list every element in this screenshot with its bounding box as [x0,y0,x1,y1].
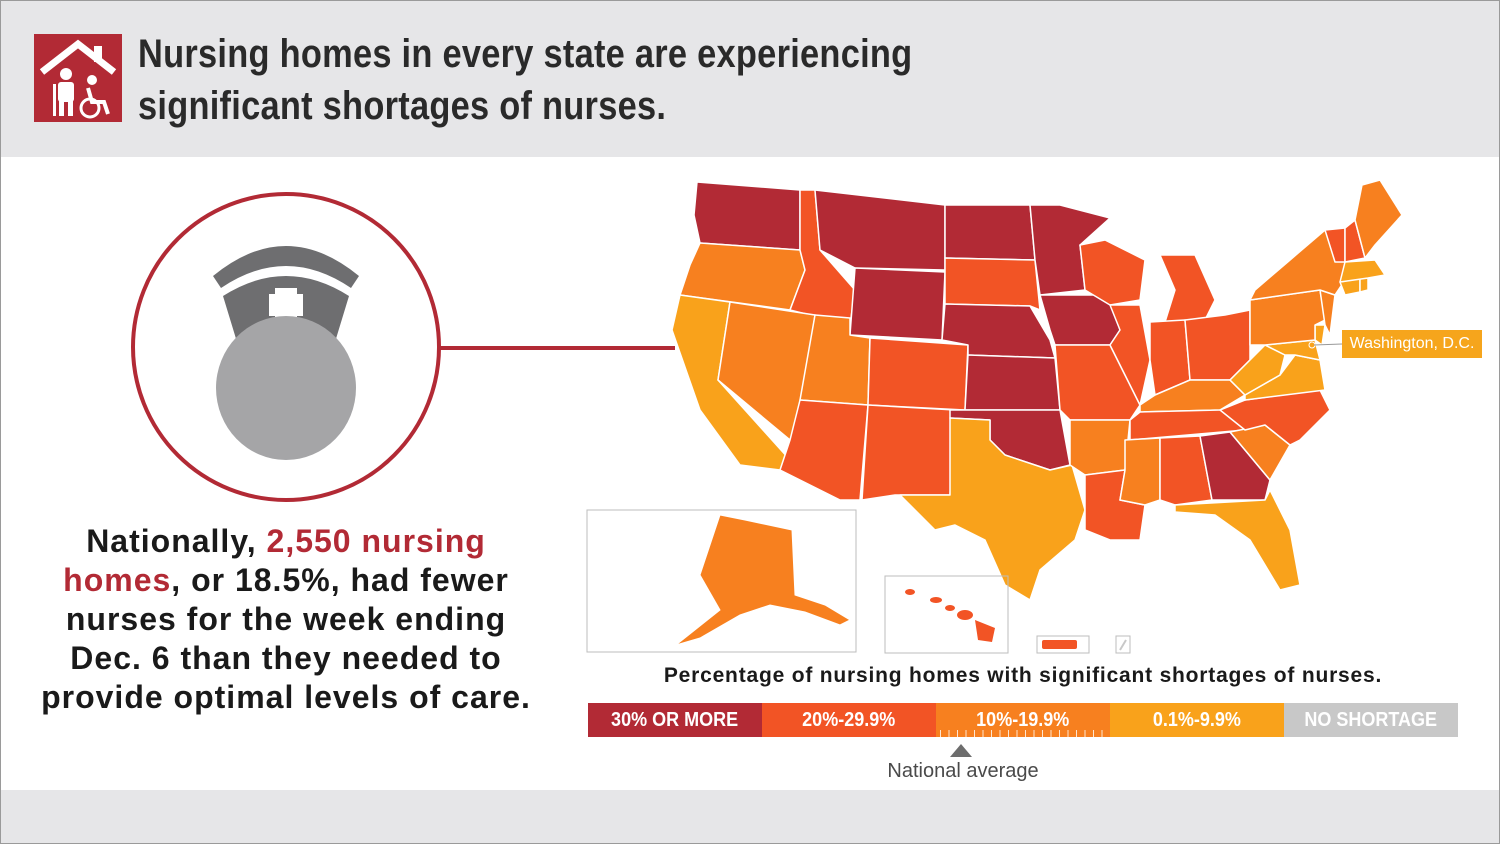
title-line-2: significant shortages of nurses. [138,84,667,128]
nurse-icon-circle [131,192,441,502]
national-stat-text: Nationally, 2,550 nursing homes, or 18.5… [30,522,542,717]
dc-leader-line [1313,343,1343,346]
legend-30-or-more: 30% OR MORE [588,703,762,737]
state-FL [1174,489,1301,591]
state-HI [905,589,995,642]
nursing-home-icon [34,34,122,122]
title-line-1: Nursing homes in every state are experie… [138,32,913,76]
hawaii-inset-frame [884,575,1009,654]
dc-label: Washington, D.C. [1342,330,1482,358]
legend-20-29: 20%-29.9% [762,703,936,737]
state-MA [1339,259,1386,283]
stat-part-2: , or 18.5%, had fewer nurses for the wee… [41,562,531,715]
puerto-rico-inset-frame [1036,635,1090,654]
legend-title: Percentage of nursing homes with signifi… [663,664,1383,687]
footer-band [0,790,1500,844]
state-AR [1069,419,1131,476]
state-VI [1119,639,1127,651]
national-average-marker-icon [950,744,972,757]
connector-line [439,346,675,350]
state-RI [1359,277,1369,293]
state-DE [1314,324,1326,346]
stat-part-1: Nationally, [86,523,267,559]
state-CO [867,337,969,411]
legend-0-9: 0.1%-9.9% [1110,703,1284,737]
state-PR [1042,640,1077,649]
state-MT [814,189,946,271]
state-WI [1079,239,1146,306]
page-title: Nursing homes in every state are experie… [138,28,912,132]
state-AK [675,514,852,646]
state-WY [849,267,946,341]
state-KS [964,354,1061,411]
stat-highlight: 2,550 nursing homes [63,523,486,598]
state-AL [1159,435,1213,506]
state-ND [944,204,1036,261]
alaska-inset-frame [586,509,857,653]
state-MI [1159,254,1216,323]
state-ME [1354,179,1403,259]
state-WA [693,181,801,251]
state-TX [899,417,1086,601]
state-MS [1119,437,1161,506]
legend-no-shortage: NO SHORTAGE [1284,703,1458,737]
state-IL [1109,304,1151,406]
legend-ticks [940,730,1110,737]
nurse-icon [213,246,359,460]
state-SD [944,257,1041,311]
state-NM [861,404,956,501]
national-average-label: National average [887,760,1039,782]
header-band [0,0,1500,157]
state-GA [1199,431,1271,501]
virgin-islands-inset-frame [1115,635,1131,654]
